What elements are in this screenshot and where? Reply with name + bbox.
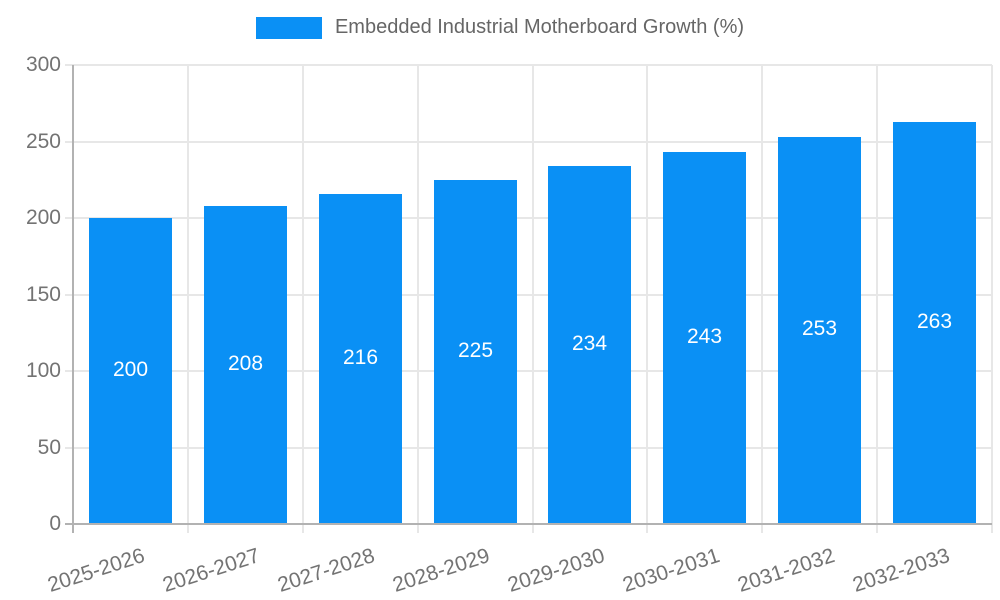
v-gridline xyxy=(761,65,763,533)
y-axis-line xyxy=(72,65,74,533)
bar[interactable] xyxy=(434,179,517,524)
v-gridline xyxy=(646,65,648,533)
bar-value-label: 216 xyxy=(342,346,379,369)
y-tick-label: 50 xyxy=(37,435,61,459)
bar-value-label: 225 xyxy=(457,339,494,362)
x-tick-label: 2031-2032 xyxy=(734,544,838,597)
h-gridline xyxy=(65,217,992,219)
h-gridline xyxy=(65,446,992,449)
bar-value-label: 208 xyxy=(227,352,264,375)
bar[interactable] xyxy=(778,136,861,524)
bar-value-label: 263 xyxy=(916,310,953,333)
v-gridline xyxy=(302,65,304,533)
legend-item[interactable]: Embedded Industrial Motherboard Growth (… xyxy=(0,16,1000,39)
bar[interactable] xyxy=(89,218,172,524)
h-gridline xyxy=(65,293,992,296)
legend-label: Embedded Industrial Motherboard Growth (… xyxy=(334,16,745,38)
x-tick-label: 2029-2030 xyxy=(504,544,608,597)
bar[interactable] xyxy=(893,121,976,524)
x-tick-label: 2032-2033 xyxy=(849,544,953,597)
v-gridline xyxy=(876,65,878,533)
h-gridline xyxy=(65,370,992,372)
x-tick-label: 2027-2028 xyxy=(274,544,378,597)
bar-value-label: 243 xyxy=(686,325,723,348)
x-tick-label: 2028-2029 xyxy=(389,544,493,597)
bar-value-label: 253 xyxy=(801,317,838,340)
h-gridline xyxy=(65,140,992,143)
bar[interactable] xyxy=(204,205,287,524)
x-tick-label: 2030-2031 xyxy=(619,544,723,597)
x-tick-label: 2025-2026 xyxy=(44,544,148,597)
y-tick-label: 150 xyxy=(25,282,61,306)
h-gridline xyxy=(65,64,992,66)
x-tick-label: 2026-2027 xyxy=(159,544,263,597)
y-tick-label: 200 xyxy=(25,206,61,229)
v-gridline xyxy=(532,65,534,533)
y-tick-label: 0 xyxy=(49,512,61,535)
v-gridline xyxy=(187,65,189,533)
bar-value-label: 234 xyxy=(571,332,608,355)
plot-area: 0 50 100 150 200 250 300 200 2025-2026 208 2026-20… xyxy=(26,53,993,597)
bar[interactable] xyxy=(319,193,402,524)
v-gridline xyxy=(991,65,993,533)
legend-swatch xyxy=(255,16,322,39)
bar[interactable] xyxy=(548,165,631,524)
y-tick-label: 250 xyxy=(25,129,61,153)
y-tick-label: 100 xyxy=(25,359,61,382)
bar-value-label: 200 xyxy=(112,358,149,381)
v-gridline xyxy=(417,65,419,533)
x-axis-line xyxy=(65,523,992,525)
bar[interactable] xyxy=(663,152,746,524)
y-tick-label: 300 xyxy=(25,53,61,76)
